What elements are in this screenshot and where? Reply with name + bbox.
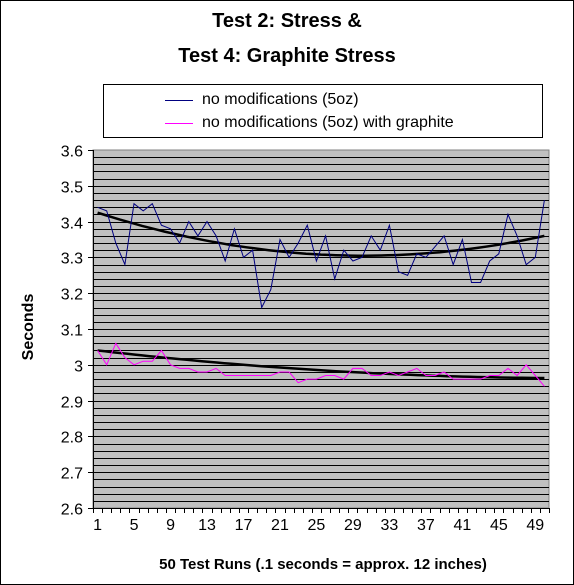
series-line-stress	[97, 200, 545, 310]
y-tick-label: 2.6	[61, 502, 83, 519]
y-tick-label: 3.4	[61, 216, 83, 233]
legend-swatch-stress	[165, 100, 193, 101]
x-tick-label: 45	[490, 517, 508, 534]
x-tick-label: 29	[344, 517, 362, 534]
series-line-graphite	[97, 342, 545, 387]
x-axis-label: 50 Test Runs (.1 seconds = approx. 12 in…	[159, 556, 487, 573]
y-tick-label: 3.2	[61, 287, 83, 304]
x-tick-label: 13	[198, 517, 216, 534]
y-tick-label: 3.1	[61, 323, 83, 340]
x-tick-label: 21	[271, 517, 289, 534]
y-tick-label: 2.8	[61, 430, 83, 447]
x-tick-label: 17	[235, 517, 253, 534]
legend-item-graphite: no modifications (5oz) with graphite	[104, 112, 542, 134]
x-tick-label: 9	[166, 517, 175, 534]
chart-title-line-2: Test 4: Graphite Stress	[178, 45, 396, 67]
legend-label-graphite: no modifications (5oz) with graphite	[202, 114, 454, 131]
x-tick-label: 49	[526, 517, 544, 534]
y-axis-label: Seconds	[20, 294, 37, 361]
x-tick-label: 1	[93, 517, 102, 534]
x-tick-label: 41	[453, 517, 471, 534]
x-tick-label: 5	[130, 517, 139, 534]
x-tick-label: 33	[381, 517, 399, 534]
trend-graphite	[97, 349, 545, 380]
legend: no modifications (5oz) no modifications …	[103, 84, 543, 138]
y-tick-label: 3.5	[61, 180, 83, 197]
legend-label-stress: no modifications (5oz)	[202, 91, 359, 108]
y-tick-label: 2.7	[61, 466, 83, 483]
trend-stress	[97, 211, 545, 257]
y-tick-label: 3.3	[61, 251, 83, 268]
y-tick-label: 3.6	[61, 144, 83, 161]
legend-item-stress: no modifications (5oz)	[104, 89, 542, 111]
y-tick-label: 2.9	[61, 395, 83, 412]
x-tick-label: 25	[308, 517, 326, 534]
x-tick-label: 37	[417, 517, 435, 534]
y-tick-label: 3	[74, 359, 83, 376]
legend-swatch-graphite	[165, 123, 193, 124]
chart-title-line-1: Test 2: Stress &	[212, 10, 362, 32]
